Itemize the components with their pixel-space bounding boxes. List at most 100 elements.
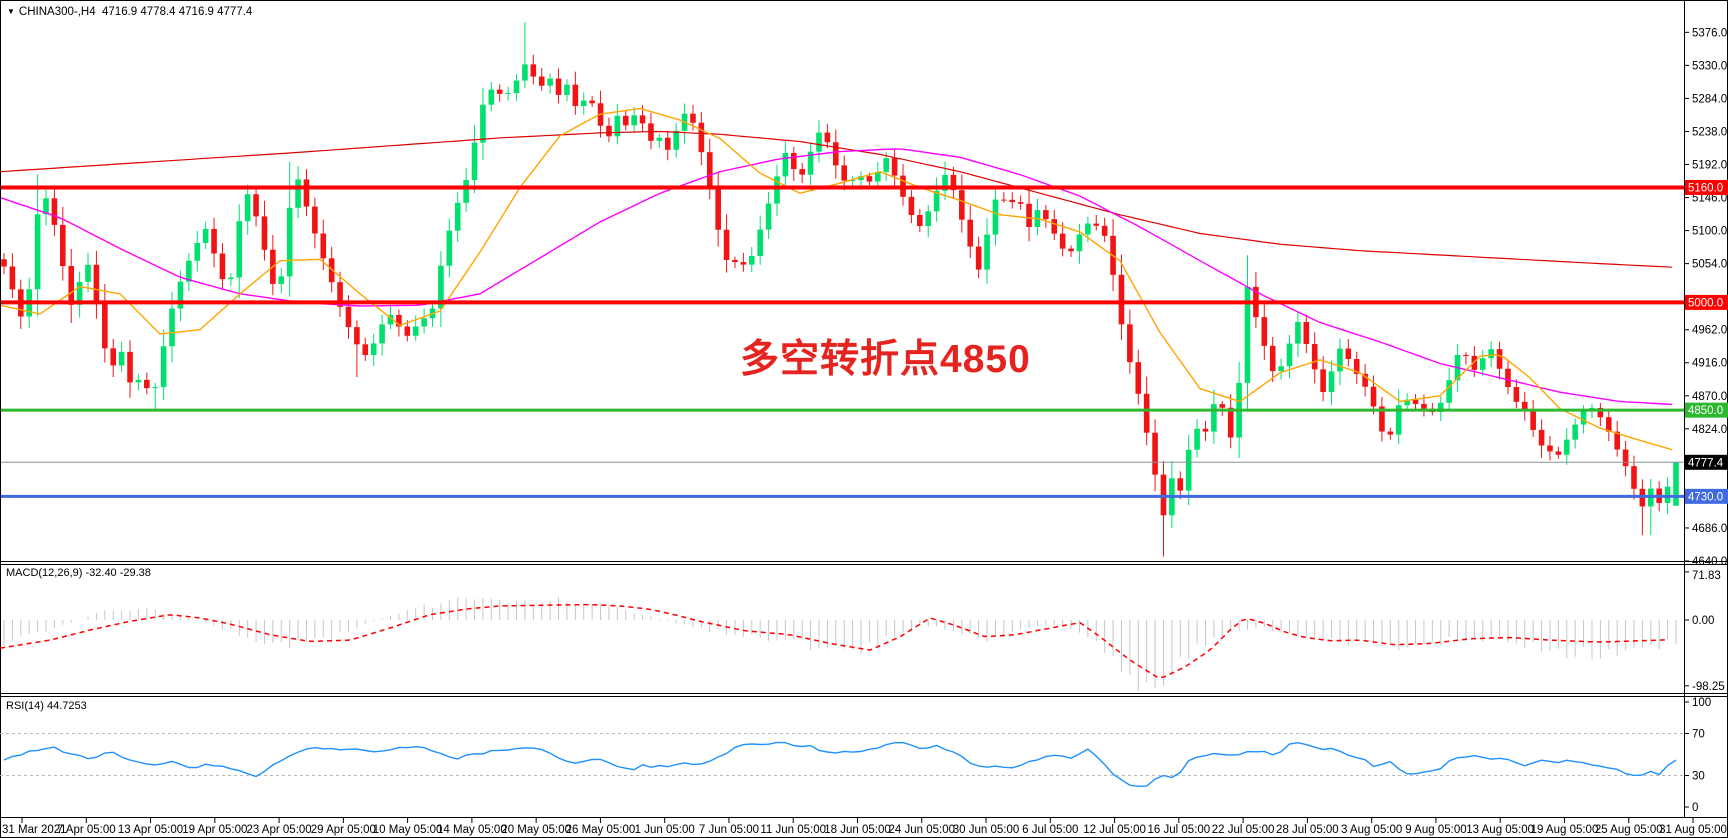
candle-body xyxy=(959,190,965,220)
price-axis[interactable]: 5376.0 5330.0 5284.0 5238.0 5192.0 5146.0 5100… xyxy=(1684,27,1728,568)
candle-bear xyxy=(1017,195,1024,210)
time-axis-label: 26 May 05:00 xyxy=(566,824,636,836)
candle-bear xyxy=(1127,309,1133,374)
candle-body xyxy=(715,187,721,230)
candle-bull xyxy=(522,22,528,89)
time-axis-label: 13 Apr 05:00 xyxy=(118,824,183,836)
candle-body xyxy=(144,379,150,389)
time-axis-label: 16 Jul 05:00 xyxy=(1148,824,1211,836)
price-tick-label: 4916.0 xyxy=(1692,358,1727,370)
candle-body xyxy=(1202,428,1209,432)
candle-body xyxy=(925,211,932,227)
candle-bull xyxy=(286,161,293,297)
candle-body xyxy=(1597,407,1604,418)
candle-body xyxy=(757,229,763,256)
candle-body xyxy=(278,276,285,284)
candle-body xyxy=(1311,343,1318,370)
time-axis-label: 7 Jun 05:00 xyxy=(699,824,759,836)
candle-bull xyxy=(1295,311,1301,358)
candle-body xyxy=(790,152,797,170)
candle-body xyxy=(513,80,520,94)
candle-body xyxy=(572,84,579,106)
candle-bull xyxy=(43,189,49,226)
candle-bear xyxy=(799,162,805,184)
candle-body xyxy=(698,122,705,153)
price-badge-5000.0: 5000.0 xyxy=(1685,294,1728,310)
candle-body xyxy=(244,194,251,222)
price-tick-label: 5376.0 xyxy=(1692,27,1727,39)
candle-bull xyxy=(1488,340,1494,367)
candle-bear xyxy=(589,96,595,107)
candle-body xyxy=(337,282,343,307)
candle-body xyxy=(354,327,360,345)
candle-bear xyxy=(1622,440,1629,477)
candle-body xyxy=(421,318,427,327)
candle-body xyxy=(362,344,369,355)
candle-bear xyxy=(606,117,612,143)
candle-body xyxy=(110,348,117,366)
candle-body xyxy=(505,93,511,95)
candle-body xyxy=(118,351,125,366)
candle-body xyxy=(1,259,7,267)
time-axis-label: 13 Aug 05:00 xyxy=(1466,824,1534,836)
candle-body xyxy=(1387,431,1394,435)
candle-body xyxy=(967,219,974,247)
candle-body xyxy=(1227,407,1234,438)
candle-bull xyxy=(160,329,167,401)
candle-body xyxy=(60,224,66,267)
candle-body xyxy=(866,176,873,182)
candle-bear xyxy=(354,320,360,378)
candle-bear xyxy=(362,337,369,362)
dropdown-arrow-icon[interactable]: ▼ xyxy=(7,7,15,16)
candle-body xyxy=(194,242,201,261)
candle-body xyxy=(1059,233,1066,249)
rsi-value: 44.7253 xyxy=(46,700,87,712)
time-axis-label: 6 Jul 05:00 xyxy=(1022,824,1078,836)
candle-bear xyxy=(1547,435,1553,461)
candle-bull xyxy=(984,218,990,284)
candle-body xyxy=(1362,373,1368,387)
candle-bull xyxy=(1337,338,1343,386)
candle-bear xyxy=(1631,455,1637,500)
time-axis-label: 1 Jun 05:00 xyxy=(635,824,695,836)
candle-bear xyxy=(9,253,16,299)
candle-body xyxy=(908,196,915,215)
macd-signal-line xyxy=(0,603,1669,679)
candle-body xyxy=(463,179,469,203)
price-badge-4730.0: 4730.0 xyxy=(1685,488,1728,504)
candle-bull xyxy=(244,184,251,235)
candle-body xyxy=(1101,225,1108,236)
candle-bull xyxy=(1278,358,1284,380)
price-badge-4777.4: 4777.4 xyxy=(1685,454,1728,470)
rsi-panel: 100 70 30 0 xyxy=(0,697,1711,814)
candle-body xyxy=(1328,371,1335,392)
candle-bull xyxy=(614,103,621,145)
rsi-scale-label: 0 xyxy=(1692,802,1698,814)
candle-bear xyxy=(891,148,898,188)
candle-bull xyxy=(454,192,461,243)
candle-body xyxy=(186,260,192,282)
candle-bull xyxy=(228,273,234,287)
candle-body xyxy=(1085,223,1091,235)
candle-body xyxy=(723,229,730,260)
candle-bull xyxy=(1286,334,1293,379)
candle-body xyxy=(412,326,419,336)
chart-title[interactable]: ▼ CHINA300-,H4 4716.9 4778.4 4716.9 4777.… xyxy=(7,6,252,18)
candle-body xyxy=(236,221,243,278)
candle-body xyxy=(1505,368,1511,388)
candle-bull xyxy=(379,314,385,356)
rsi-name: RSI(14) xyxy=(6,700,44,712)
candle-bear xyxy=(102,283,108,363)
candle-body xyxy=(639,115,646,124)
svg-text:4850.0: 4850.0 xyxy=(1688,405,1723,417)
macd-name: MACD(12,26,9) xyxy=(6,567,83,579)
candle-bear xyxy=(1555,446,1562,459)
candle-bull xyxy=(488,81,495,112)
candle-bear xyxy=(253,185,259,227)
candle-body xyxy=(1631,466,1637,489)
price-tick-label: 5284.0 xyxy=(1692,93,1727,105)
candle-bear xyxy=(824,124,831,149)
candle-bear xyxy=(1362,364,1368,397)
